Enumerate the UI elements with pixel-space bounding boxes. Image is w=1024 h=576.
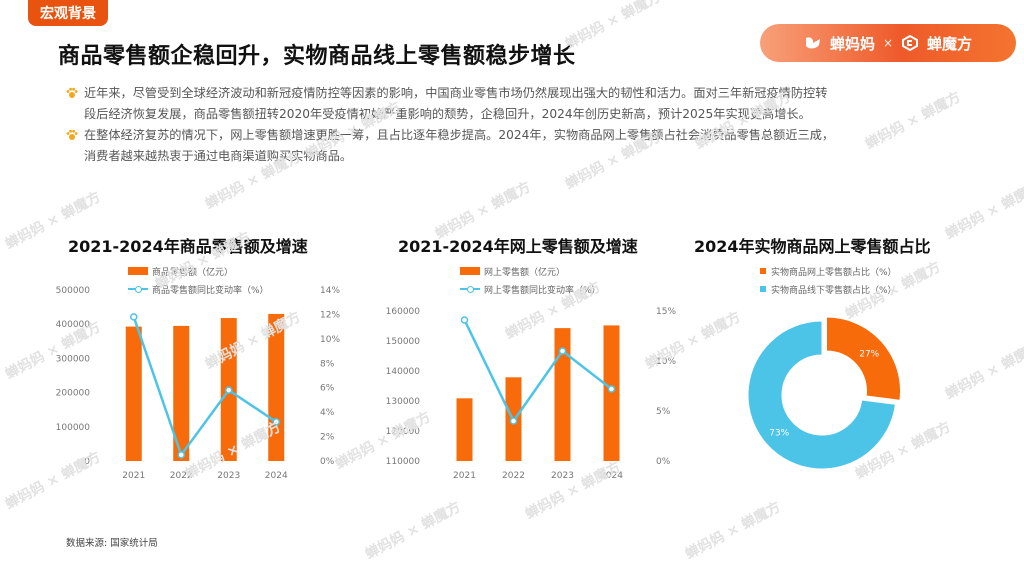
chart-1-ytick-right: 10% (320, 335, 340, 345)
chart-2-growth-point-2023 (558, 347, 567, 355)
chart-1-bar-2021 (125, 326, 142, 461)
chart-2-growth-point-2021 (460, 316, 469, 324)
chart-3-value-label: 27% (859, 349, 879, 359)
chart-1-xtick: 2023 (217, 471, 240, 481)
chart-2-ytick-left: 120000 (386, 427, 421, 437)
chart-3-legend-online: 实物商品网上零售额占比（%） (771, 267, 897, 278)
chart-1-legend-line: 商品零售额同比变动率（%） (152, 285, 269, 296)
chart-1-ytick-left: 400000 (56, 320, 91, 330)
chart-1-bar-2024 (268, 313, 285, 461)
section-tag: 宏观背景 (28, 0, 108, 26)
chart-1-ytick-right: 8% (320, 359, 335, 369)
chart-2-growth-line (463, 319, 613, 424)
chart-1-growth-point-2023 (225, 386, 233, 394)
chart-2-bar-2023 (554, 328, 571, 461)
chart-1-growth-point-2022 (177, 451, 185, 459)
chart-2-growth-point-2022 (509, 417, 518, 425)
chart-2-legend-bar: 网上零售额（亿元） (484, 267, 566, 278)
intro-paragraph-2-line-2: 消费者越来越热衷于通过电商渠道购买实物商品。 (84, 149, 353, 163)
chart-3-legend: 实物商品网上零售额占比（%） 实物商品线下零售额占比（%） (760, 262, 897, 298)
chart-1-ytick-left: 200000 (56, 389, 91, 399)
chart-2-ytick-right: 0% (656, 457, 671, 467)
chart-3-legend-offline: 实物商品线下零售额占比（%） (771, 285, 897, 296)
legend-line-swatch (128, 285, 148, 293)
intro-paragraph-1: 近年来，尽管受到全球经济波动和新冠疫情防控等因素的影响，中国商业零售市场仍然展现… (66, 83, 966, 125)
chart-1-bar-2022 (173, 325, 190, 461)
brand-left-name: 蝉妈妈 (829, 34, 875, 53)
chart-2-ytick-left: 140000 (386, 367, 421, 377)
chart-1-growth-point-2024 (272, 418, 280, 426)
brand-separator: × (882, 36, 894, 50)
chart-3-slice-online (826, 316, 901, 401)
chart-2-xtick: 2023 (551, 471, 574, 481)
chart-1-legend-bar: 商品零售额（亿元） (152, 267, 234, 278)
chart-1-ytick-right: 4% (320, 408, 335, 418)
chart-2-ytick-right: 15% (656, 307, 676, 317)
chart-2-bar-2024 (603, 325, 620, 461)
chart-3-title: 2024年实物商品网上零售额占比 (694, 237, 931, 256)
chart-1-xtick: 2024 (265, 471, 288, 481)
chart-2-title: 2021-2024年网上零售额及增速 (398, 237, 638, 256)
chart-2-xtick: 2021 (453, 471, 476, 481)
chart-2-legend: 网上零售额（亿元） 网上零售额同比变动率（%） (460, 262, 601, 298)
chart-1-ytick-right: 12% (320, 310, 340, 320)
chart-2-ytick-right: 5% (656, 407, 671, 417)
chart-2-ytick-left: 160000 (386, 307, 421, 317)
chart-1-legend: 商品零售额（亿元） 商品零售额同比变动率（%） (128, 262, 269, 298)
chart-1-ytick-right: 14% (320, 286, 340, 296)
chart-1-ytick-right: 0% (320, 457, 335, 467)
chart-1-growth-line (132, 316, 277, 458)
chart-1-xtick: 2021 (122, 471, 145, 481)
paw-bullet-icon (66, 129, 78, 140)
legend-online-swatch (760, 268, 766, 274)
intro-paragraph-2-line-1: 在整体经济复苏的情况下，网上零售额增速更胜一筹，且占比逐年稳步提高。2024年，… (84, 128, 835, 142)
chart-2-bar-2021 (456, 398, 473, 461)
chart-1-ytick-left: 500000 (56, 286, 91, 296)
legend-line-swatch (460, 285, 480, 293)
intro-paragraph-1-line-1: 近年来，尽管受到全球经济波动和新冠疫情防控等因素的影响，中国商业零售市场仍然展现… (84, 86, 828, 100)
chart-1-xtick: 2022 (170, 471, 193, 481)
intro-paragraph-2: 在整体经济复苏的情况下，网上零售额增速更胜一筹，且占比逐年稳步提高。2024年，… (66, 125, 966, 167)
legend-offline-swatch (760, 286, 766, 292)
chart-2-growth-point-2024 (607, 385, 616, 393)
brand-banner: 蝉妈妈 × 蝉魔方 (760, 24, 1016, 62)
data-source-note: 数据来源: 国家统计局 (66, 538, 158, 549)
legend-bar-swatch (460, 267, 480, 275)
chart-2-xtick: 2022 (502, 471, 525, 481)
chart-3-value-label: 73% (769, 429, 789, 439)
chart-1-title: 2021-2024年商品零售额及增速 (68, 237, 308, 256)
chart-1-ytick-left: 0 (84, 457, 90, 467)
chart-1-ytick-right: 2% (320, 433, 335, 443)
paw-bullet-icon (66, 87, 78, 98)
chart-2-ytick-left: 110000 (386, 457, 421, 467)
brand-right-name: 蝉魔方 (927, 34, 973, 53)
chart-2-ytick-right: 10% (656, 357, 676, 367)
chart-1-ytick-right: 6% (320, 384, 335, 394)
chanmofang-logo-icon (902, 35, 919, 51)
chart-1-ytick-left: 300000 (56, 354, 91, 364)
chart-1-ytick-left: 100000 (56, 423, 91, 433)
page-title: 商品零售额企稳回升，实物商品线上零售额稳步增长 (58, 44, 576, 69)
intro-paragraph-1-line-2: 段后经济恢复发展，商品零售额扭转2020年受疫情初始严重影响的颓势，企稳回升，2… (84, 107, 811, 121)
chart-2-legend-line: 网上零售额同比变动率（%） (484, 285, 601, 296)
chart-2-ytick-left: 130000 (386, 397, 421, 407)
chanmama-logo-icon (805, 37, 820, 49)
intro-paragraphs: 近年来，尽管受到全球经济波动和新冠疫情防控等因素的影响，中国商业零售市场仍然展现… (66, 83, 966, 167)
chart-2-ytick-left: 150000 (386, 337, 421, 347)
chart-2-xtick: 2024 (600, 471, 623, 481)
chart-3-slice-offline (747, 320, 896, 470)
legend-bar-swatch (128, 267, 148, 275)
chart-1-growth-point-2021 (130, 313, 138, 321)
